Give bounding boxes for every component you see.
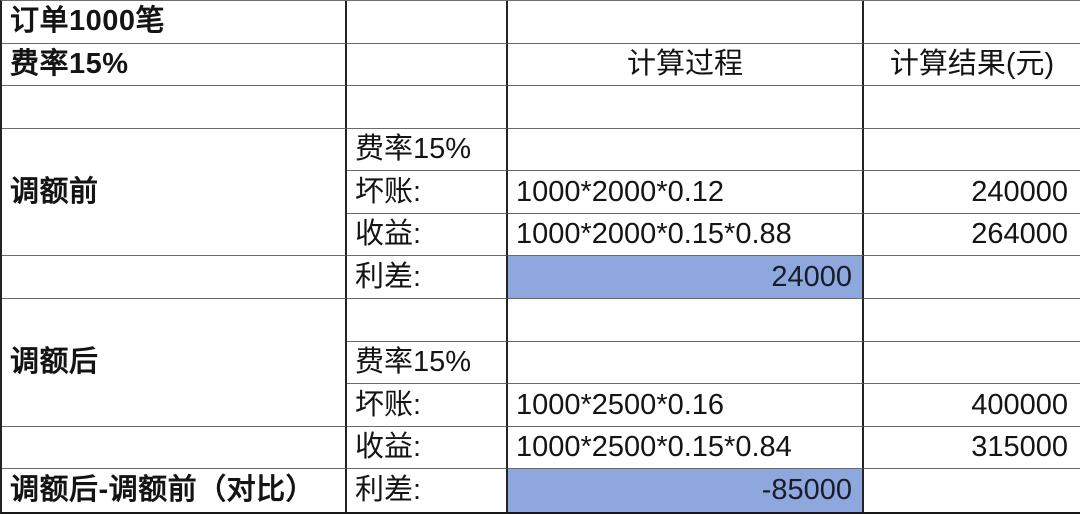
formula-bad-debt-before[interactable]: 1000*2000*0.12 bbox=[508, 171, 864, 214]
empty-cell[interactable] bbox=[508, 128, 864, 172]
result-revenue-before[interactable]: 264000 bbox=[864, 213, 1080, 257]
label-margin-before[interactable]: 利差: bbox=[347, 256, 508, 300]
result-bad-debt-before[interactable]: 240000 bbox=[864, 171, 1080, 214]
label-margin-comparison[interactable]: 利差: bbox=[347, 469, 508, 512]
empty-cell[interactable] bbox=[508, 341, 864, 385]
empty-cell[interactable] bbox=[864, 341, 1080, 385]
empty-cell[interactable] bbox=[508, 1, 864, 44]
formula-bad-debt-after[interactable]: 1000*2500*0.16 bbox=[508, 384, 864, 427]
empty-cell[interactable] bbox=[347, 86, 508, 129]
empty-cell[interactable] bbox=[2, 426, 347, 470]
empty-cell[interactable] bbox=[508, 86, 864, 129]
empty-cell[interactable] bbox=[2, 256, 347, 300]
empty-cell[interactable] bbox=[508, 299, 864, 342]
section-title-after[interactable]: 调额后 bbox=[2, 299, 347, 427]
formula-revenue-after[interactable]: 1000*2500*0.15*0.84 bbox=[508, 426, 864, 470]
label-fee-after[interactable]: 费率15% bbox=[347, 341, 508, 385]
margin-value-before-highlight[interactable]: 24000 bbox=[508, 256, 864, 300]
label-revenue-after[interactable]: 收益: bbox=[347, 426, 508, 470]
empty-cell[interactable] bbox=[864, 299, 1080, 342]
empty-cell[interactable] bbox=[347, 43, 508, 87]
empty-cell[interactable] bbox=[347, 1, 508, 44]
header-calc-result[interactable]: 计算结果(元) bbox=[864, 43, 1080, 87]
empty-cell[interactable] bbox=[347, 299, 508, 342]
result-revenue-after[interactable]: 315000 bbox=[864, 426, 1080, 470]
section-title-before[interactable]: 调额前 bbox=[2, 128, 347, 257]
label-fee-before[interactable]: 费率15% bbox=[347, 128, 508, 172]
empty-cell[interactable] bbox=[864, 86, 1080, 129]
cell-order-count[interactable]: 订单1000笔 bbox=[2, 1, 347, 44]
label-bad-debt-after[interactable]: 坏账: bbox=[347, 384, 508, 427]
label-revenue-before[interactable]: 收益: bbox=[347, 213, 508, 257]
header-calc-process[interactable]: 计算过程 bbox=[508, 43, 864, 87]
label-bad-debt-before[interactable]: 坏账: bbox=[347, 171, 508, 214]
cell-fee-rate[interactable]: 费率15% bbox=[2, 43, 347, 87]
empty-cell[interactable] bbox=[864, 256, 1080, 300]
section-title-comparison[interactable]: 调额后-调额前（对比） bbox=[2, 469, 347, 512]
empty-cell[interactable] bbox=[864, 1, 1080, 44]
empty-cell[interactable] bbox=[864, 128, 1080, 172]
margin-value-comparison-highlight[interactable]: -85000 bbox=[508, 469, 864, 512]
empty-cell[interactable] bbox=[2, 86, 347, 129]
formula-revenue-before[interactable]: 1000*2000*0.15*0.88 bbox=[508, 213, 864, 257]
result-bad-debt-after[interactable]: 400000 bbox=[864, 384, 1080, 427]
empty-cell[interactable] bbox=[864, 469, 1080, 512]
